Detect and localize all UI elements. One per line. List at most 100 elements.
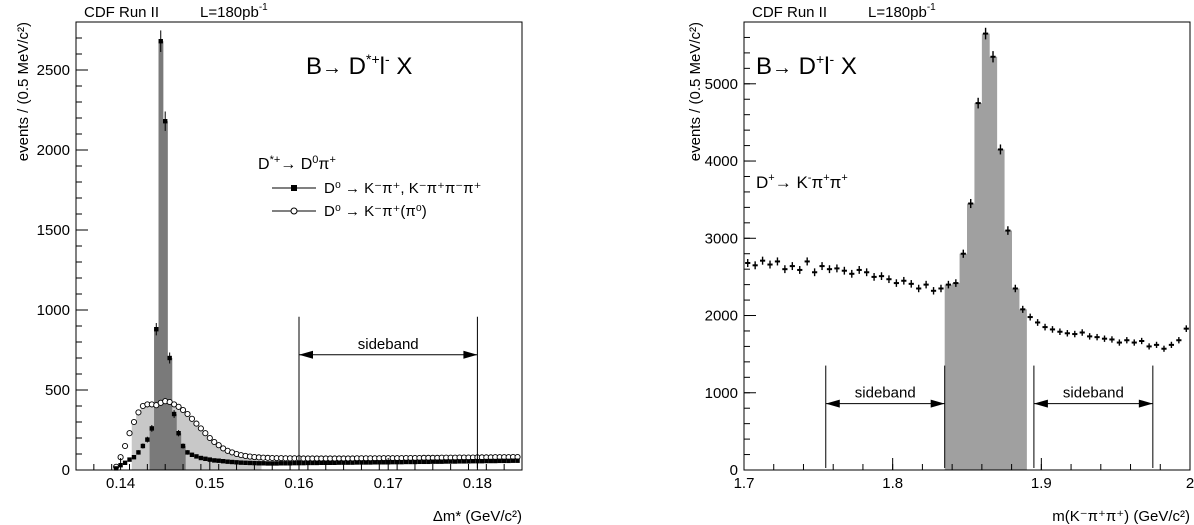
x-tick-label: 0.17: [374, 475, 403, 492]
data-point-filled-square: [216, 458, 221, 463]
data-point-filled-square: [350, 460, 355, 465]
fill-bin-light: [185, 414, 191, 470]
data-point-filled-square: [270, 461, 275, 466]
sideband-arrowhead-left: [825, 399, 840, 408]
data-point-filled-square: [163, 119, 168, 124]
fill-bin-light: [203, 433, 208, 470]
fill-bin-dark: [158, 41, 164, 470]
data-point-filled-square: [136, 450, 141, 455]
fill-bin-light: [194, 423, 200, 470]
data-point-filled-square: [154, 327, 159, 332]
fill-bin-dark: [162, 121, 168, 470]
right-axis-ticks: 1.7 1.8 1.9 2 0 1000 2000 3000 4000 5000: [705, 21, 1194, 492]
data-point-filled-square: [274, 461, 279, 466]
fill-bin-dark: [180, 446, 186, 470]
left-lumi-exponent: -1: [259, 2, 268, 13]
data-point-filled-square: [305, 460, 311, 466]
data-point-filled-square: [510, 458, 516, 463]
data-point-open-circle: [126, 430, 133, 437]
x-tick-label: 0.15: [195, 475, 224, 492]
data-point-open-circle: [184, 410, 191, 418]
fill-bin-light: [136, 412, 142, 470]
data-point-filled-square: [341, 460, 346, 465]
data-point-filled-square: [417, 459, 422, 465]
data-point-filled-square: [443, 459, 449, 464]
data-point-filled-square: [247, 460, 253, 466]
fill-bin: [1004, 230, 1012, 470]
right-sideband-annotations: sideband sideband: [825, 365, 1154, 468]
data-point-filled-square: [198, 455, 204, 461]
data-point-filled-square: [314, 460, 320, 466]
fill-bin-light: [198, 428, 204, 470]
data-point-filled-square: [448, 459, 453, 464]
left-lumi: L=180pb-1: [200, 2, 268, 21]
data-point-filled-square: [466, 459, 471, 464]
y-tick-label: 1500: [37, 222, 70, 239]
data-point-filled-square: [194, 454, 199, 459]
right-plot-frame: [743, 21, 1191, 471]
data-point-filled-square: [189, 452, 195, 457]
right-x-axis-label: m(K⁻π⁺π⁺) (GeV/c²): [1052, 508, 1190, 525]
sideband-arrowhead-left: [299, 350, 313, 359]
fill-bin-light: [207, 438, 213, 470]
y-tick-label: 2000: [705, 308, 738, 325]
data-point-filled-square: [203, 456, 208, 461]
data-point-open-circle: [175, 403, 182, 410]
left-x-axis-label: Δm* (GeV/c²): [433, 508, 522, 525]
y-tick-label: 500: [45, 382, 70, 399]
left-legend: D⁰ → K⁻π⁺, K⁻π⁺π⁻π⁺ D⁰ → K⁻π⁺(π⁰): [272, 180, 481, 220]
data-point-filled-square: [372, 460, 378, 465]
data-point-filled-square: [328, 460, 333, 465]
data-point-filled-square: [408, 459, 413, 465]
data-point-filled-square: [261, 461, 266, 466]
y-tick-label: 1000: [37, 302, 70, 319]
data-point-filled-square: [363, 460, 369, 465]
data-point-filled-square: [292, 460, 297, 466]
data-point-filled-square: [252, 460, 257, 466]
left-decay-title: D*+→ D0π+: [258, 154, 336, 173]
right-panel: CDF Run II L=180pb-1 1.7 1.8 1.9 2 0 1000 2000…: [687, 2, 1194, 525]
data-point-filled-square: [332, 460, 337, 465]
right-lumi: L=180pb-1: [868, 2, 936, 21]
right-series: [745, 27, 1189, 352]
y-tick-label: 4000: [705, 153, 738, 170]
fill-bin: [989, 56, 998, 471]
data-point-filled-square: [113, 466, 119, 471]
y-tick-label: 1000: [705, 385, 738, 402]
sideband-label: sideband: [358, 336, 419, 353]
data-point-filled-square: [167, 355, 172, 361]
data-point-filled-square: [394, 459, 400, 465]
data-point-filled-square: [461, 459, 467, 464]
legend-label-open: D⁰ → K⁻π⁺(π⁰): [324, 203, 427, 220]
y-tick-label: 0: [62, 462, 70, 479]
data-point-filled-square: [377, 460, 382, 465]
x-tick-label: 2: [1186, 475, 1194, 492]
fill-bin: [944, 284, 953, 470]
left-panel: CDF Run II L=180pb-1 0.14 0.15 0.16 0.17 0.1…: [15, 2, 523, 525]
data-point-filled-square: [283, 461, 288, 466]
data-point-filled-square: [430, 459, 435, 464]
fill-bin-light: [216, 445, 222, 470]
left-series: [113, 30, 521, 471]
data-point-filled-square: [171, 411, 177, 417]
data-point-filled-square: [359, 460, 364, 465]
data-point-filled-square: [149, 426, 155, 431]
data-point-open-circle: [197, 425, 204, 432]
x-tick-label: 0.16: [284, 475, 313, 492]
data-point-filled-square: [131, 455, 137, 460]
data-point-filled-square: [403, 459, 409, 465]
left-header: CDF Run II: [84, 4, 159, 21]
fill-bin-dark: [149, 428, 155, 470]
sideband-arrowhead-right: [930, 399, 945, 408]
fill-bin: [952, 283, 960, 470]
data-point-open-circle: [211, 438, 218, 446]
data-point-filled-square: [421, 459, 427, 465]
data-point-filled-square: [439, 459, 444, 464]
sideband-arrowhead-right: [1138, 399, 1153, 408]
legend-marker-open-circle: [290, 207, 298, 215]
data-point-filled-square: [243, 460, 248, 465]
data-point-filled-square: [435, 459, 440, 464]
data-point-filled-square: [506, 458, 511, 464]
y-tick-label: 5000: [705, 76, 738, 93]
